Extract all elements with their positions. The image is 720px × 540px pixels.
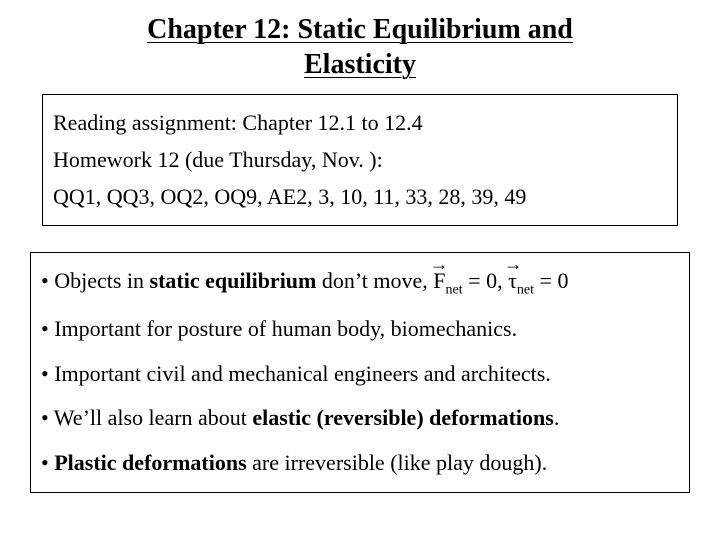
bullet-1-feq: = 0,: [463, 268, 508, 293]
bullet-engineers: • Important civil and mechanical enginee…: [41, 360, 679, 389]
bullet-1-bold: static equilibrium: [150, 268, 317, 293]
assignment-box: Reading assignment: Chapter 12.1 to 12.4…: [42, 94, 678, 226]
bullet-1-mid: don’t move,: [316, 268, 433, 293]
bullet-5-post: are irreversible (like play dough).: [247, 450, 548, 475]
slide-title: Chapter 12: Static Equilibrium and Elast…: [96, 12, 624, 82]
vector-tau: τ: [508, 267, 517, 296]
reading-assignment: Reading assignment: Chapter 12.1 to 12.4: [53, 105, 667, 140]
bullet-4-post: .: [554, 405, 560, 430]
bullet-plastic: • Plastic deformations are irreversible …: [41, 449, 679, 478]
bullet-elastic: • We’ll also learn about elastic (revers…: [41, 404, 679, 433]
bullet-static-equilibrium: • Objects in static equilibrium don’t mo…: [41, 267, 679, 300]
bullet-5-bold: Plastic deformations: [54, 450, 246, 475]
slide-container: Chapter 12: Static Equilibrium and Elast…: [0, 0, 720, 540]
homework-assignment: Homework 12 (due Thursday, Nov. ):: [53, 142, 667, 177]
subscript-net-tau: net: [517, 282, 534, 297]
bullet-box: • Objects in static equilibrium don’t mo…: [30, 252, 690, 493]
bullet-4-bold: elastic (reversible) deformations: [252, 405, 553, 430]
vector-F: F: [433, 267, 445, 296]
bullet-posture: • Important for posture of human body, b…: [41, 315, 679, 344]
bullet-5-pre: •: [41, 450, 54, 475]
problem-list: QQ1, QQ3, OQ2, OQ9, AE2, 3, 10, 11, 33, …: [53, 179, 667, 214]
bullet-4-pre: • We’ll also learn about: [41, 405, 252, 430]
bullet-1-taueq: = 0: [534, 268, 568, 293]
bullet-1-pre: • Objects in: [41, 268, 150, 293]
subscript-net-F: net: [446, 282, 463, 297]
